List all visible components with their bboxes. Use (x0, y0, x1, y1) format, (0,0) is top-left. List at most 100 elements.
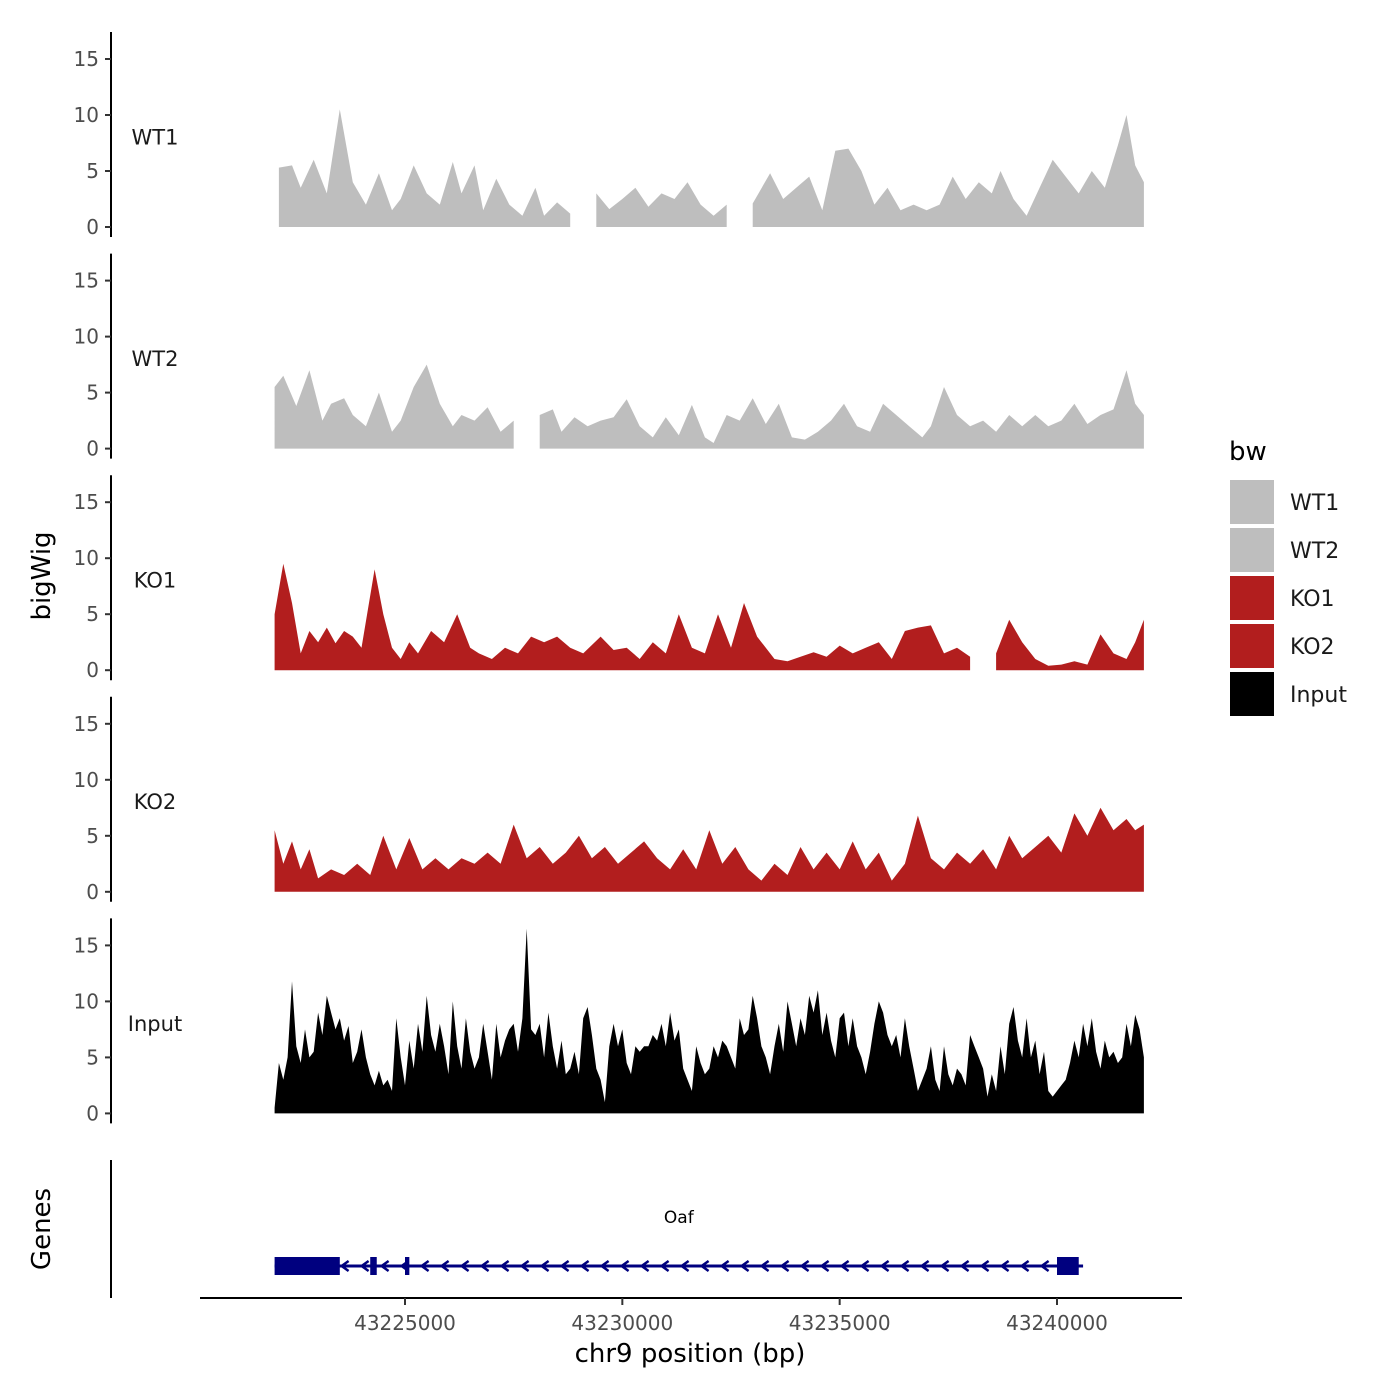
x-axis: 43225000 43230000 43235000 43240000 chr9 po… (200, 1297, 1182, 1369)
strand-arrow (339, 1259, 350, 1273)
strand-arrow (499, 1259, 510, 1273)
strand-arrow (1039, 1259, 1050, 1273)
strand-arrow (439, 1259, 450, 1273)
y-tick-label: 15 (74, 933, 99, 957)
strand-arrow (539, 1259, 550, 1273)
legend-entry-ko1: KO1 (1230, 576, 1335, 620)
track-label-ko1: KO1 (134, 569, 177, 593)
legend-entry-wt2: WT2 (1230, 528, 1339, 572)
strand-arrow (739, 1259, 750, 1273)
track-label-wt1: WT1 (132, 125, 179, 149)
y-tick-label: 10 (74, 325, 99, 349)
gene-name-label: Oaf (664, 1208, 695, 1228)
track-input: 0 5 10 15 Input (74, 918, 1144, 1125)
strand-arrow (579, 1259, 590, 1273)
legend-swatch (1230, 672, 1274, 716)
strand-arrow (419, 1259, 430, 1273)
y-tick-label: 0 (86, 658, 99, 682)
track-ko2: 0 5 10 15 KO2 (74, 696, 1144, 904)
legend-label: WT2 (1290, 539, 1339, 564)
legend: bw WT1 WT2 KO1 KO2 Input (1229, 437, 1347, 716)
strand-arrow (459, 1259, 470, 1273)
strand-arrow (979, 1259, 990, 1273)
y-tick-label: 15 (74, 269, 99, 293)
strand-arrow (839, 1259, 850, 1273)
y-tick-label: 0 (86, 880, 99, 904)
strand-arrow (799, 1259, 810, 1273)
gene-exon (274, 1257, 340, 1275)
y-tick-label: 15 (74, 47, 99, 71)
legend-swatch (1230, 624, 1274, 668)
strand-arrow (1019, 1259, 1030, 1273)
strand-arrow (699, 1259, 710, 1273)
strand-arrow (359, 1259, 370, 1273)
x-tick-label: 43240000 (1006, 1311, 1108, 1335)
y-tick-label: 10 (74, 546, 99, 570)
strand-arrow (659, 1259, 670, 1273)
strand-arrow (859, 1259, 870, 1273)
legend-entry-input: Input (1230, 672, 1347, 716)
strand-arrow (879, 1259, 890, 1273)
legend-swatch (1230, 480, 1274, 524)
gene-panel-title: Genes (27, 1188, 57, 1270)
strand-arrow (959, 1259, 970, 1273)
legend-entry-ko2: KO2 (1230, 624, 1335, 668)
x-axis-title: chr9 position (bp) (575, 1339, 806, 1369)
track-wt1: 0 5 10 15 WT1 (74, 32, 1144, 239)
y-tick-label: 10 (74, 768, 99, 792)
y-tick-label: 5 (86, 824, 99, 848)
x-tick-label: 43230000 (571, 1311, 673, 1335)
track-label-ko2: KO2 (134, 790, 177, 814)
legend-label: KO1 (1290, 587, 1335, 612)
x-tick-label: 43235000 (789, 1311, 891, 1335)
track-label-wt2: WT2 (132, 347, 179, 371)
strand-arrow (759, 1259, 770, 1273)
track-wt2: 0 5 10 15 WT2 (74, 253, 1144, 461)
gene-model (274, 1257, 1084, 1275)
y-tick-label: 15 (74, 490, 99, 514)
legend-label: KO2 (1290, 635, 1335, 660)
legend-entry-wt1: WT1 (1230, 480, 1339, 524)
strand-arrow (999, 1259, 1010, 1273)
x-tick-label: 43225000 (354, 1311, 456, 1335)
strand-arrow (379, 1259, 390, 1273)
signal-area-ko2 (274, 807, 1144, 892)
gene-exon (405, 1257, 410, 1275)
y-tick-label: 5 (86, 381, 99, 405)
strand-arrow (479, 1259, 490, 1273)
strand-arrow (939, 1259, 950, 1273)
y-tick-label: 0 (86, 1101, 99, 1125)
track-label-input: Input (128, 1012, 182, 1036)
y-tick-label: 10 (74, 989, 99, 1013)
strand-arrow (679, 1259, 690, 1273)
strand-arrow (519, 1259, 530, 1273)
strand-arrow (779, 1259, 790, 1273)
strand-arrow (619, 1259, 630, 1273)
y-tick-label: 15 (74, 712, 99, 736)
track-ko1: 0 5 10 15 KO1 (74, 475, 1144, 682)
strand-arrow (819, 1259, 830, 1273)
signal-tracks: 0 5 10 15 WT1 0 5 10 15 WT2 0 5 10 15 KO1 0 5 10 15 KO2 0 5 10… (74, 32, 1144, 1125)
legend-title: bw (1229, 437, 1267, 467)
strand-arrow (559, 1259, 570, 1273)
signal-area-wt1 (278, 109, 1144, 227)
signal-area-ko1 (274, 563, 1144, 671)
legend-label: WT1 (1290, 491, 1339, 516)
gene-panel: Genes Oaf (27, 1160, 1084, 1298)
y-tick-label: 0 (86, 437, 99, 461)
strand-arrow (899, 1259, 910, 1273)
gene-exon (1057, 1257, 1079, 1275)
strand-arrow (719, 1259, 730, 1273)
strand-arrow (919, 1259, 930, 1273)
legend-swatch (1230, 528, 1274, 572)
y-tick-label: 5 (86, 1045, 99, 1069)
signal-area-wt2 (274, 364, 1144, 449)
strand-arrow (639, 1259, 650, 1273)
signal-area-input (274, 928, 1144, 1114)
y-tick-label: 5 (86, 602, 99, 626)
gene-exon (370, 1257, 377, 1275)
legend-swatch (1230, 576, 1274, 620)
y-axis-title: bigWig (27, 531, 57, 620)
legend-label: Input (1290, 683, 1347, 708)
